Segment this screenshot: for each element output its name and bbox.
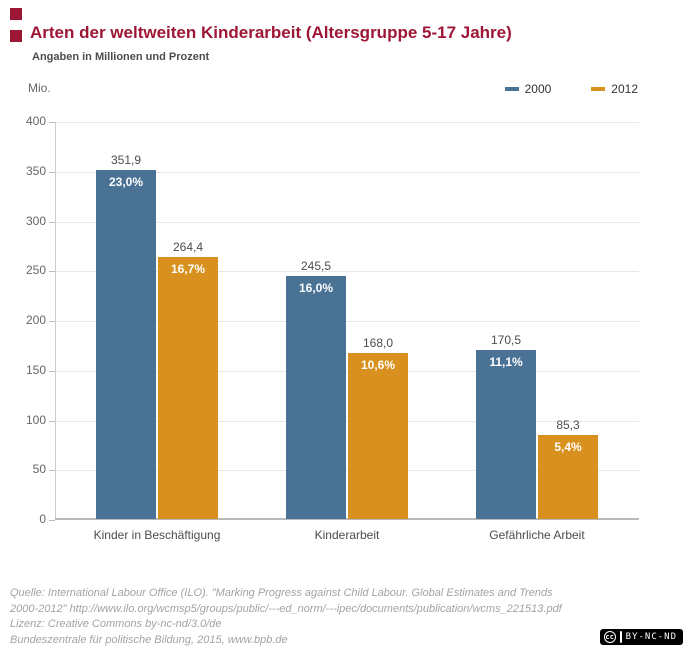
legend: 2000 2012 — [504, 82, 638, 96]
bar-percent-label: 23,0% — [108, 174, 144, 189]
footer-line: Bundeszentrale für politische Bildung, 2… — [10, 633, 288, 646]
bar-2000-1 — [96, 169, 156, 519]
legend-swatch-2000 — [504, 87, 519, 91]
y-axis-tick — [49, 122, 55, 123]
gridline — [56, 271, 639, 273]
bar-value-label: 85,3 — [556, 418, 580, 433]
footer-line: 2000-2012" http://www.ilo.org/wcmsp5/gro… — [10, 602, 562, 615]
bar-2000-2 — [286, 275, 346, 519]
y-axis-tick — [49, 321, 55, 322]
y-axis-tick — [49, 420, 55, 422]
gridline — [56, 122, 639, 123]
cc-license-badge: cc BY-NC-ND — [599, 629, 683, 645]
chart-subtitle: Angaben in Millionen und Prozent — [32, 51, 210, 63]
legend-item-2000: 2000 — [504, 82, 552, 96]
gridline — [56, 321, 639, 322]
bar-value-label: 351,9 — [110, 152, 142, 167]
bar-value-label: 170,5 — [490, 333, 522, 348]
bar-percent-label: 16,7% — [170, 261, 206, 276]
bar-percent-label: 10,6% — [360, 357, 396, 372]
x-axis-label: Kinder in Beschäftigung — [93, 528, 221, 542]
plot-area: 351,9 23,0% 264,4 16,7% 245,5 16,0% 168,0 10,6%… — [49, 122, 639, 521]
bar-2012-3 — [538, 435, 598, 519]
bar-2012-1 — [158, 256, 218, 519]
y-axis-label: 400 — [25, 114, 46, 128]
page-title: Arten der weltweiten Kinderarbeit (Alter… — [30, 23, 512, 42]
y-axis-tick — [49, 171, 55, 173]
y-axis-unit-label: Mio. — [28, 81, 51, 95]
x-axis-line — [55, 518, 639, 520]
y-axis-label: 50 — [32, 462, 46, 477]
y-axis-label: 100 — [25, 412, 46, 427]
bar-2000-3 — [476, 350, 536, 519]
y-axis-label: 350 — [25, 163, 46, 178]
title-bullet-icon — [10, 30, 22, 42]
bar-percent-label: 16,0% — [298, 280, 334, 295]
legend-item-2012: 2012 — [591, 82, 638, 96]
gridline — [56, 370, 639, 372]
gridline — [56, 420, 639, 422]
bar-value-label: 264,4 — [172, 239, 204, 254]
bar-value-label: 168,0 — [362, 335, 394, 350]
y-axis-tick — [49, 470, 55, 472]
y-axis-tick — [49, 370, 55, 372]
legend-label-2012: 2012 — [611, 82, 638, 96]
bar-percent-label: 5,4% — [554, 440, 582, 455]
y-axis-label: 250 — [25, 263, 46, 278]
y-axis-label: 150 — [25, 362, 46, 377]
gridline — [56, 470, 639, 472]
accent-square-icon — [10, 8, 22, 20]
cc-license-label: BY-NC-ND — [625, 632, 677, 642]
x-axis-label: Gefährliche Arbeit — [489, 528, 585, 542]
y-axis-label: 300 — [25, 213, 46, 228]
legend-label-2000: 2000 — [524, 82, 552, 96]
legend-swatch-2012 — [591, 87, 606, 91]
bar-value-label: 245,5 — [300, 258, 332, 273]
gridline — [56, 221, 639, 223]
footer-line: Quelle: International Labour Office (ILO… — [10, 587, 553, 599]
footer-line: Lizenz: Creative Commons by-nc-nd/3.0/de — [10, 618, 222, 630]
bar-percent-label: 11,1% — [489, 355, 523, 370]
y-axis-tick — [49, 520, 55, 521]
gridline — [56, 171, 639, 173]
y-axis-label: 200 — [25, 313, 46, 327]
y-axis-label: 0 — [39, 512, 46, 526]
source-footer: Quelle: International Labour Office (ILO… — [10, 586, 562, 648]
y-axis-tick — [49, 221, 55, 223]
creative-commons-icon: cc — [603, 631, 616, 643]
y-axis-line — [55, 122, 56, 520]
cc-badge-divider — [619, 631, 622, 643]
y-axis-tick — [49, 271, 55, 273]
bar-2012-2 — [348, 352, 408, 519]
x-axis-label: Kinderarbeit — [314, 528, 380, 542]
